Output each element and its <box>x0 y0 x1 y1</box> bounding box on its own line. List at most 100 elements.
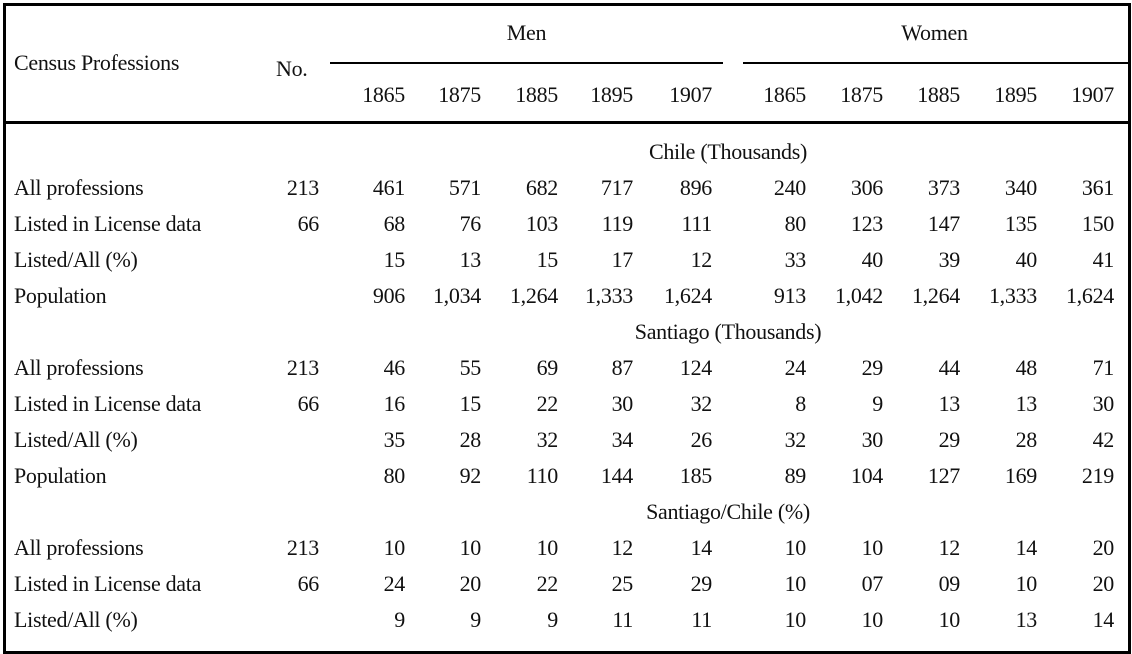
row-label: All professions <box>14 535 144 560</box>
cell-men: 144 <box>600 463 633 488</box>
cell-men: 46 <box>383 355 406 380</box>
cell-women: 29 <box>938 427 961 452</box>
row-label: All professions <box>14 355 144 380</box>
cell-men: 25 <box>611 571 634 596</box>
cell-women: 169 <box>1004 463 1037 488</box>
cell-women: 12 <box>938 535 961 560</box>
year-header-women: 1885 <box>917 82 960 107</box>
cell-women: 24 <box>784 355 807 380</box>
cell-men: 26 <box>690 427 713 452</box>
cell-men: 9 <box>394 607 405 632</box>
row-label: Listed in License data <box>14 571 202 596</box>
group-header-men: Men <box>506 20 547 45</box>
cell-women: 29 <box>861 355 884 380</box>
cell-men: 111 <box>681 211 713 236</box>
cell-men: 13 <box>459 247 482 272</box>
cell-women: 10 <box>784 535 807 560</box>
cell-men: 29 <box>690 571 713 596</box>
cell-men: 906 <box>372 283 405 308</box>
cell-women: 1,624 <box>1065 283 1114 308</box>
cell-women: 28 <box>1015 427 1038 452</box>
group-header-women: Women <box>901 20 968 45</box>
cell-men: 12 <box>611 535 634 560</box>
cell-men: 11 <box>612 607 633 632</box>
cell-women: 127 <box>927 463 960 488</box>
row-no: 66 <box>297 571 320 596</box>
cell-women: 48 <box>1015 355 1038 380</box>
column-header-census-professions: Census Professions <box>14 50 180 75</box>
cell-men: 32 <box>690 391 713 416</box>
cell-women: 41 <box>1092 247 1115 272</box>
men-group-rule <box>330 62 723 64</box>
cell-men: 185 <box>679 463 712 488</box>
cell-men: 110 <box>526 463 559 488</box>
cell-women: 361 <box>1081 175 1114 200</box>
cell-men: 68 <box>383 211 406 236</box>
cell-women: 09 <box>938 571 961 596</box>
cell-women: 10 <box>861 607 884 632</box>
cell-women: 8 <box>795 391 806 416</box>
cell-women: 13 <box>1015 607 1038 632</box>
row-label: Listed in License data <box>14 211 202 236</box>
cell-men: 461 <box>372 175 405 200</box>
cell-men: 717 <box>600 175 633 200</box>
cell-women: 20 <box>1092 571 1115 596</box>
cell-women: 104 <box>850 463 883 488</box>
cell-women: 14 <box>1092 607 1115 632</box>
cell-women: 10 <box>938 607 961 632</box>
cell-men: 16 <box>383 391 406 416</box>
cell-women: 306 <box>850 175 883 200</box>
cell-men: 20 <box>459 571 482 596</box>
row-no: 213 <box>286 535 319 560</box>
cell-men: 32 <box>536 427 559 452</box>
cell-men: 11 <box>691 607 712 632</box>
cell-women: 150 <box>1081 211 1114 236</box>
cell-men: 682 <box>525 175 558 200</box>
cell-women: 89 <box>784 463 807 488</box>
cell-men: 92 <box>459 463 482 488</box>
year-header-women: 1865 <box>763 82 806 107</box>
year-header-men: 1865 <box>362 82 405 107</box>
cell-women: 340 <box>1004 175 1037 200</box>
row-no: 213 <box>286 175 319 200</box>
cell-men: 896 <box>679 175 712 200</box>
cell-women: 9 <box>872 391 883 416</box>
cell-men: 9 <box>547 607 558 632</box>
cell-men: 35 <box>383 427 406 452</box>
cell-men: 55 <box>459 355 482 380</box>
cell-men: 69 <box>536 355 559 380</box>
cell-women: 30 <box>861 427 884 452</box>
cell-men: 1,264 <box>509 283 558 308</box>
cell-men: 1,624 <box>663 283 712 308</box>
cell-women: 14 <box>1015 535 1038 560</box>
cell-women: 20 <box>1092 535 1115 560</box>
cell-women: 80 <box>784 211 807 236</box>
cell-men: 80 <box>383 463 406 488</box>
year-header-men: 1875 <box>438 82 481 107</box>
cell-women: 10 <box>861 535 884 560</box>
cell-men: 1,034 <box>432 283 481 308</box>
cell-men: 24 <box>383 571 406 596</box>
column-header-no: No. <box>276 56 308 81</box>
cell-women: 240 <box>773 175 806 200</box>
row-label: Listed/All (%) <box>14 247 138 272</box>
year-header-women: 1875 <box>840 82 883 107</box>
cell-men: 22 <box>536 571 559 596</box>
cell-men: 10 <box>459 535 482 560</box>
cell-women: 39 <box>938 247 961 272</box>
cell-men: 1,333 <box>584 283 633 308</box>
header-bottom-rule <box>3 121 1131 124</box>
section-title: Santiago/Chile (%) <box>646 499 810 524</box>
cell-women: 42 <box>1092 427 1115 452</box>
row-label: Population <box>14 463 107 488</box>
cell-men: 124 <box>679 355 712 380</box>
cell-men: 10 <box>536 535 559 560</box>
women-group-rule <box>743 62 1129 64</box>
cell-men: 10 <box>383 535 406 560</box>
row-label: All professions <box>14 175 144 200</box>
cell-women: 123 <box>850 211 883 236</box>
cell-women: 913 <box>773 283 806 308</box>
cell-men: 119 <box>601 211 634 236</box>
cell-men: 571 <box>448 175 481 200</box>
cell-women: 135 <box>1004 211 1037 236</box>
